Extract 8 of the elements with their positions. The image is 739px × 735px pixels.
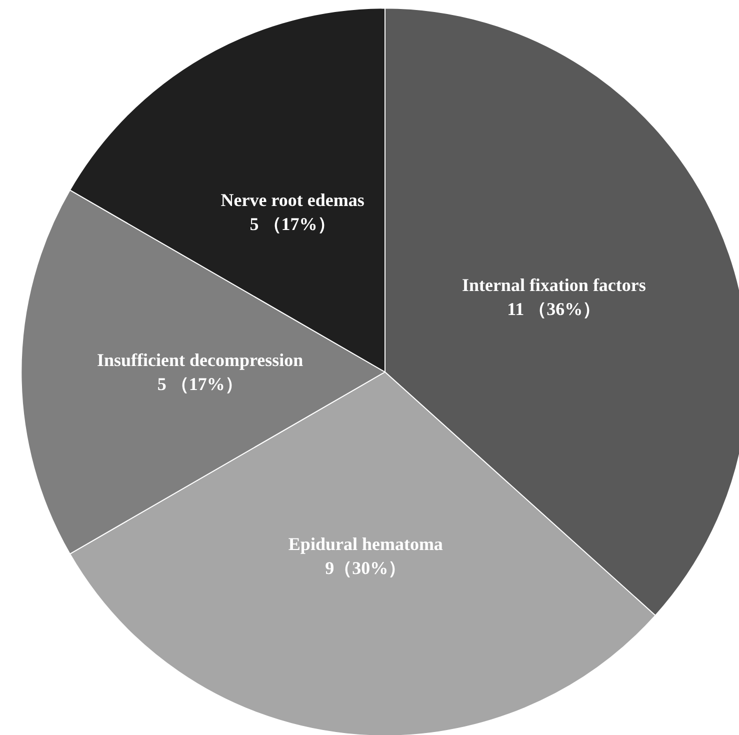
data-label: 11 （36%） <box>507 298 601 319</box>
slice-label: Internal fixation factors <box>462 274 646 295</box>
slice-label: Epidural hematoma <box>288 534 443 554</box>
slice-label: Insufficient decompression <box>96 350 304 370</box>
data-label: 5 （17%） <box>250 214 336 234</box>
slice-label: Nerve root edemas <box>220 190 364 210</box>
data-label: 5 （17%） <box>157 374 243 394</box>
data-label: 9（30%） <box>325 558 406 578</box>
